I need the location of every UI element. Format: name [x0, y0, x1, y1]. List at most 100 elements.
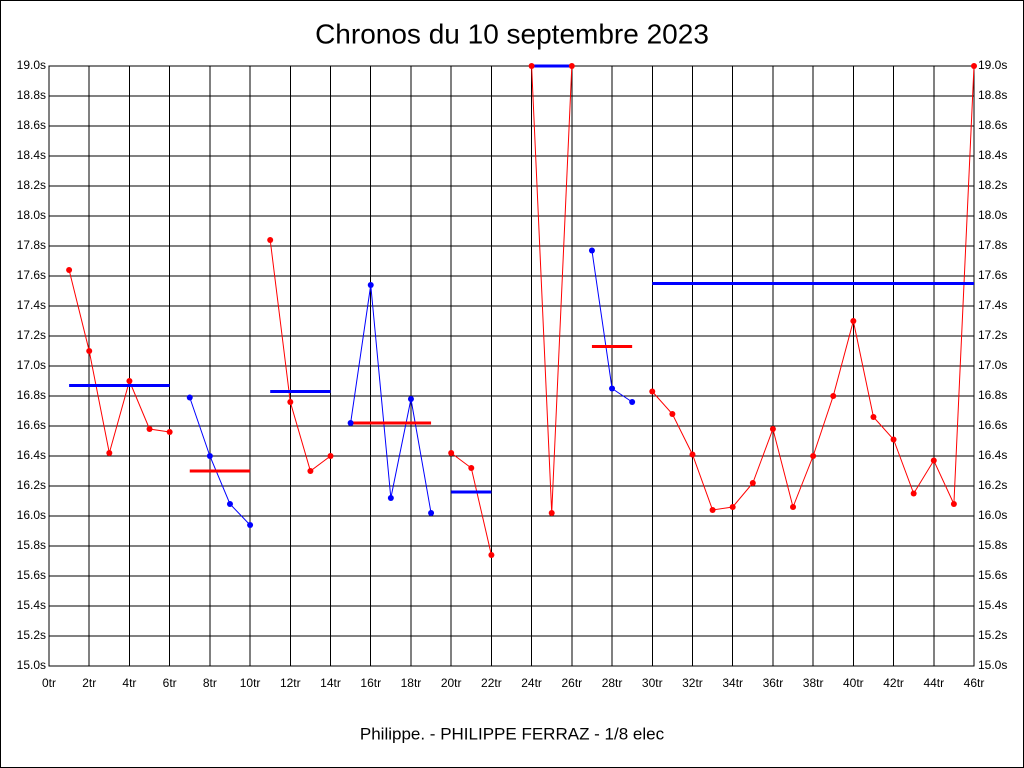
y2-tick-label: 16.2s — [978, 478, 1007, 492]
lap-point — [387, 495, 394, 501]
lap-line — [189, 397, 251, 526]
lap-point — [749, 480, 756, 486]
lap-point — [971, 63, 977, 69]
x-tick-label: 0tr — [42, 676, 56, 690]
x-tick-label: 10tr — [240, 676, 261, 690]
y2-tick-label: 16.0s — [978, 508, 1007, 522]
lap-point — [468, 465, 475, 471]
lap-point — [709, 507, 716, 513]
y-tick-label: 15.8s — [17, 538, 46, 552]
y2-tick-label: 16.4s — [978, 448, 1007, 462]
y2-tick-label: 18.2s — [978, 178, 1007, 192]
y-tick-label: 15.4s — [17, 598, 46, 612]
y-tick-label: 17.6s — [17, 268, 46, 282]
y2-tick-label: 17.2s — [978, 328, 1007, 342]
y-tick-label: 17.8s — [17, 238, 46, 252]
y2-tick-label: 18.4s — [978, 148, 1007, 162]
lap-point — [407, 396, 414, 402]
lap-point — [347, 420, 354, 426]
lap-point — [629, 399, 636, 405]
lap-point — [307, 468, 314, 474]
x-tick-label: 26tr — [561, 676, 582, 690]
lap-point — [206, 453, 213, 459]
y2-tick-label: 18.0s — [978, 208, 1007, 222]
y-tick-label: 15.6s — [17, 568, 46, 582]
lap-point — [830, 393, 837, 399]
y-tick-label: 16.0s — [17, 508, 46, 522]
lap-point — [287, 399, 294, 405]
x-tick-label: 12tr — [280, 676, 301, 690]
lap-point — [810, 453, 817, 459]
x-tick-label: 8tr — [203, 676, 217, 690]
lap-point — [870, 414, 877, 420]
lap-point — [106, 450, 113, 456]
lap-point — [910, 490, 917, 497]
lap-point — [528, 63, 535, 69]
lap-point — [146, 426, 153, 432]
y-tick-label: 16.8s — [17, 388, 46, 402]
y2-tick-label: 17.4s — [978, 298, 1007, 312]
x-tick-label: 22tr — [481, 676, 502, 690]
lap-point — [850, 318, 857, 324]
y-tick-label: 18.6s — [17, 118, 46, 132]
y2-tick-label: 15.8s — [978, 538, 1007, 552]
x-tick-label: 24tr — [521, 676, 542, 690]
x-tick-label: 34tr — [722, 676, 743, 690]
lap-point — [126, 378, 133, 384]
lap-point — [649, 388, 656, 395]
x-tick-label: 30tr — [642, 676, 663, 690]
lap-point — [186, 394, 193, 401]
x-tick-label: 42tr — [883, 676, 904, 690]
y2-tick-label: 15.4s — [978, 598, 1007, 612]
y-tick-label: 16.6s — [17, 418, 46, 432]
y2-tick-label: 15.0s — [978, 658, 1007, 672]
x-tick-label: 18tr — [401, 676, 422, 690]
x-tick-label: 14tr — [320, 676, 341, 690]
x-tick-label: 4tr — [122, 676, 136, 690]
lap-point — [267, 237, 274, 243]
y-tick-label: 18.2s — [17, 178, 46, 192]
y2-tick-label: 18.8s — [978, 88, 1007, 102]
x-tick-label: 20tr — [441, 676, 462, 690]
lap-line — [269, 239, 331, 472]
lap-point — [327, 453, 334, 459]
y-tick-label: 16.4s — [17, 448, 46, 462]
x-tick-label: 16tr — [360, 676, 381, 690]
lap-point — [568, 63, 575, 69]
y2-tick-label: 17.8s — [978, 238, 1007, 252]
y2-tick-label: 18.6s — [978, 118, 1007, 132]
y-tick-label: 16.2s — [17, 478, 46, 492]
y-tick-label: 17.0s — [17, 358, 46, 372]
lap-point — [367, 282, 374, 288]
x-tick-label: 40tr — [843, 676, 864, 690]
lap-point — [166, 429, 173, 435]
plot-border — [48, 65, 975, 667]
y-tick-label: 19.0s — [17, 58, 46, 72]
lap-point — [86, 348, 93, 354]
y2-tick-label: 17.0s — [978, 358, 1007, 372]
lap-point — [669, 411, 676, 417]
x-tick-label: 6tr — [163, 676, 177, 690]
lap-point — [890, 436, 897, 443]
lap-point — [609, 385, 616, 392]
y-tick-label: 17.2s — [17, 328, 46, 342]
y2-tick-label: 17.6s — [978, 268, 1007, 282]
y2-tick-label: 16.8s — [978, 388, 1007, 402]
x-tick-label: 28tr — [602, 676, 623, 690]
lap-point — [448, 450, 455, 456]
lap-point — [428, 510, 435, 516]
x-tick-label: 36tr — [763, 676, 784, 690]
x-tick-label: 32tr — [682, 676, 703, 690]
lap-point — [790, 504, 797, 510]
lap-point — [247, 522, 254, 528]
chart-subtitle: Philippe. - PHILIPPE FERRAZ - 1/8 elec — [360, 724, 665, 743]
y-tick-label: 17.4s — [17, 298, 46, 312]
lap-line — [68, 269, 170, 454]
chart-title: Chronos du 10 septembre 2023 — [315, 18, 709, 49]
lap-point — [769, 426, 776, 432]
lap-point — [488, 552, 495, 558]
lap-point — [950, 501, 957, 507]
x-tick-label: 46tr — [964, 676, 985, 690]
lap-point — [729, 504, 736, 510]
